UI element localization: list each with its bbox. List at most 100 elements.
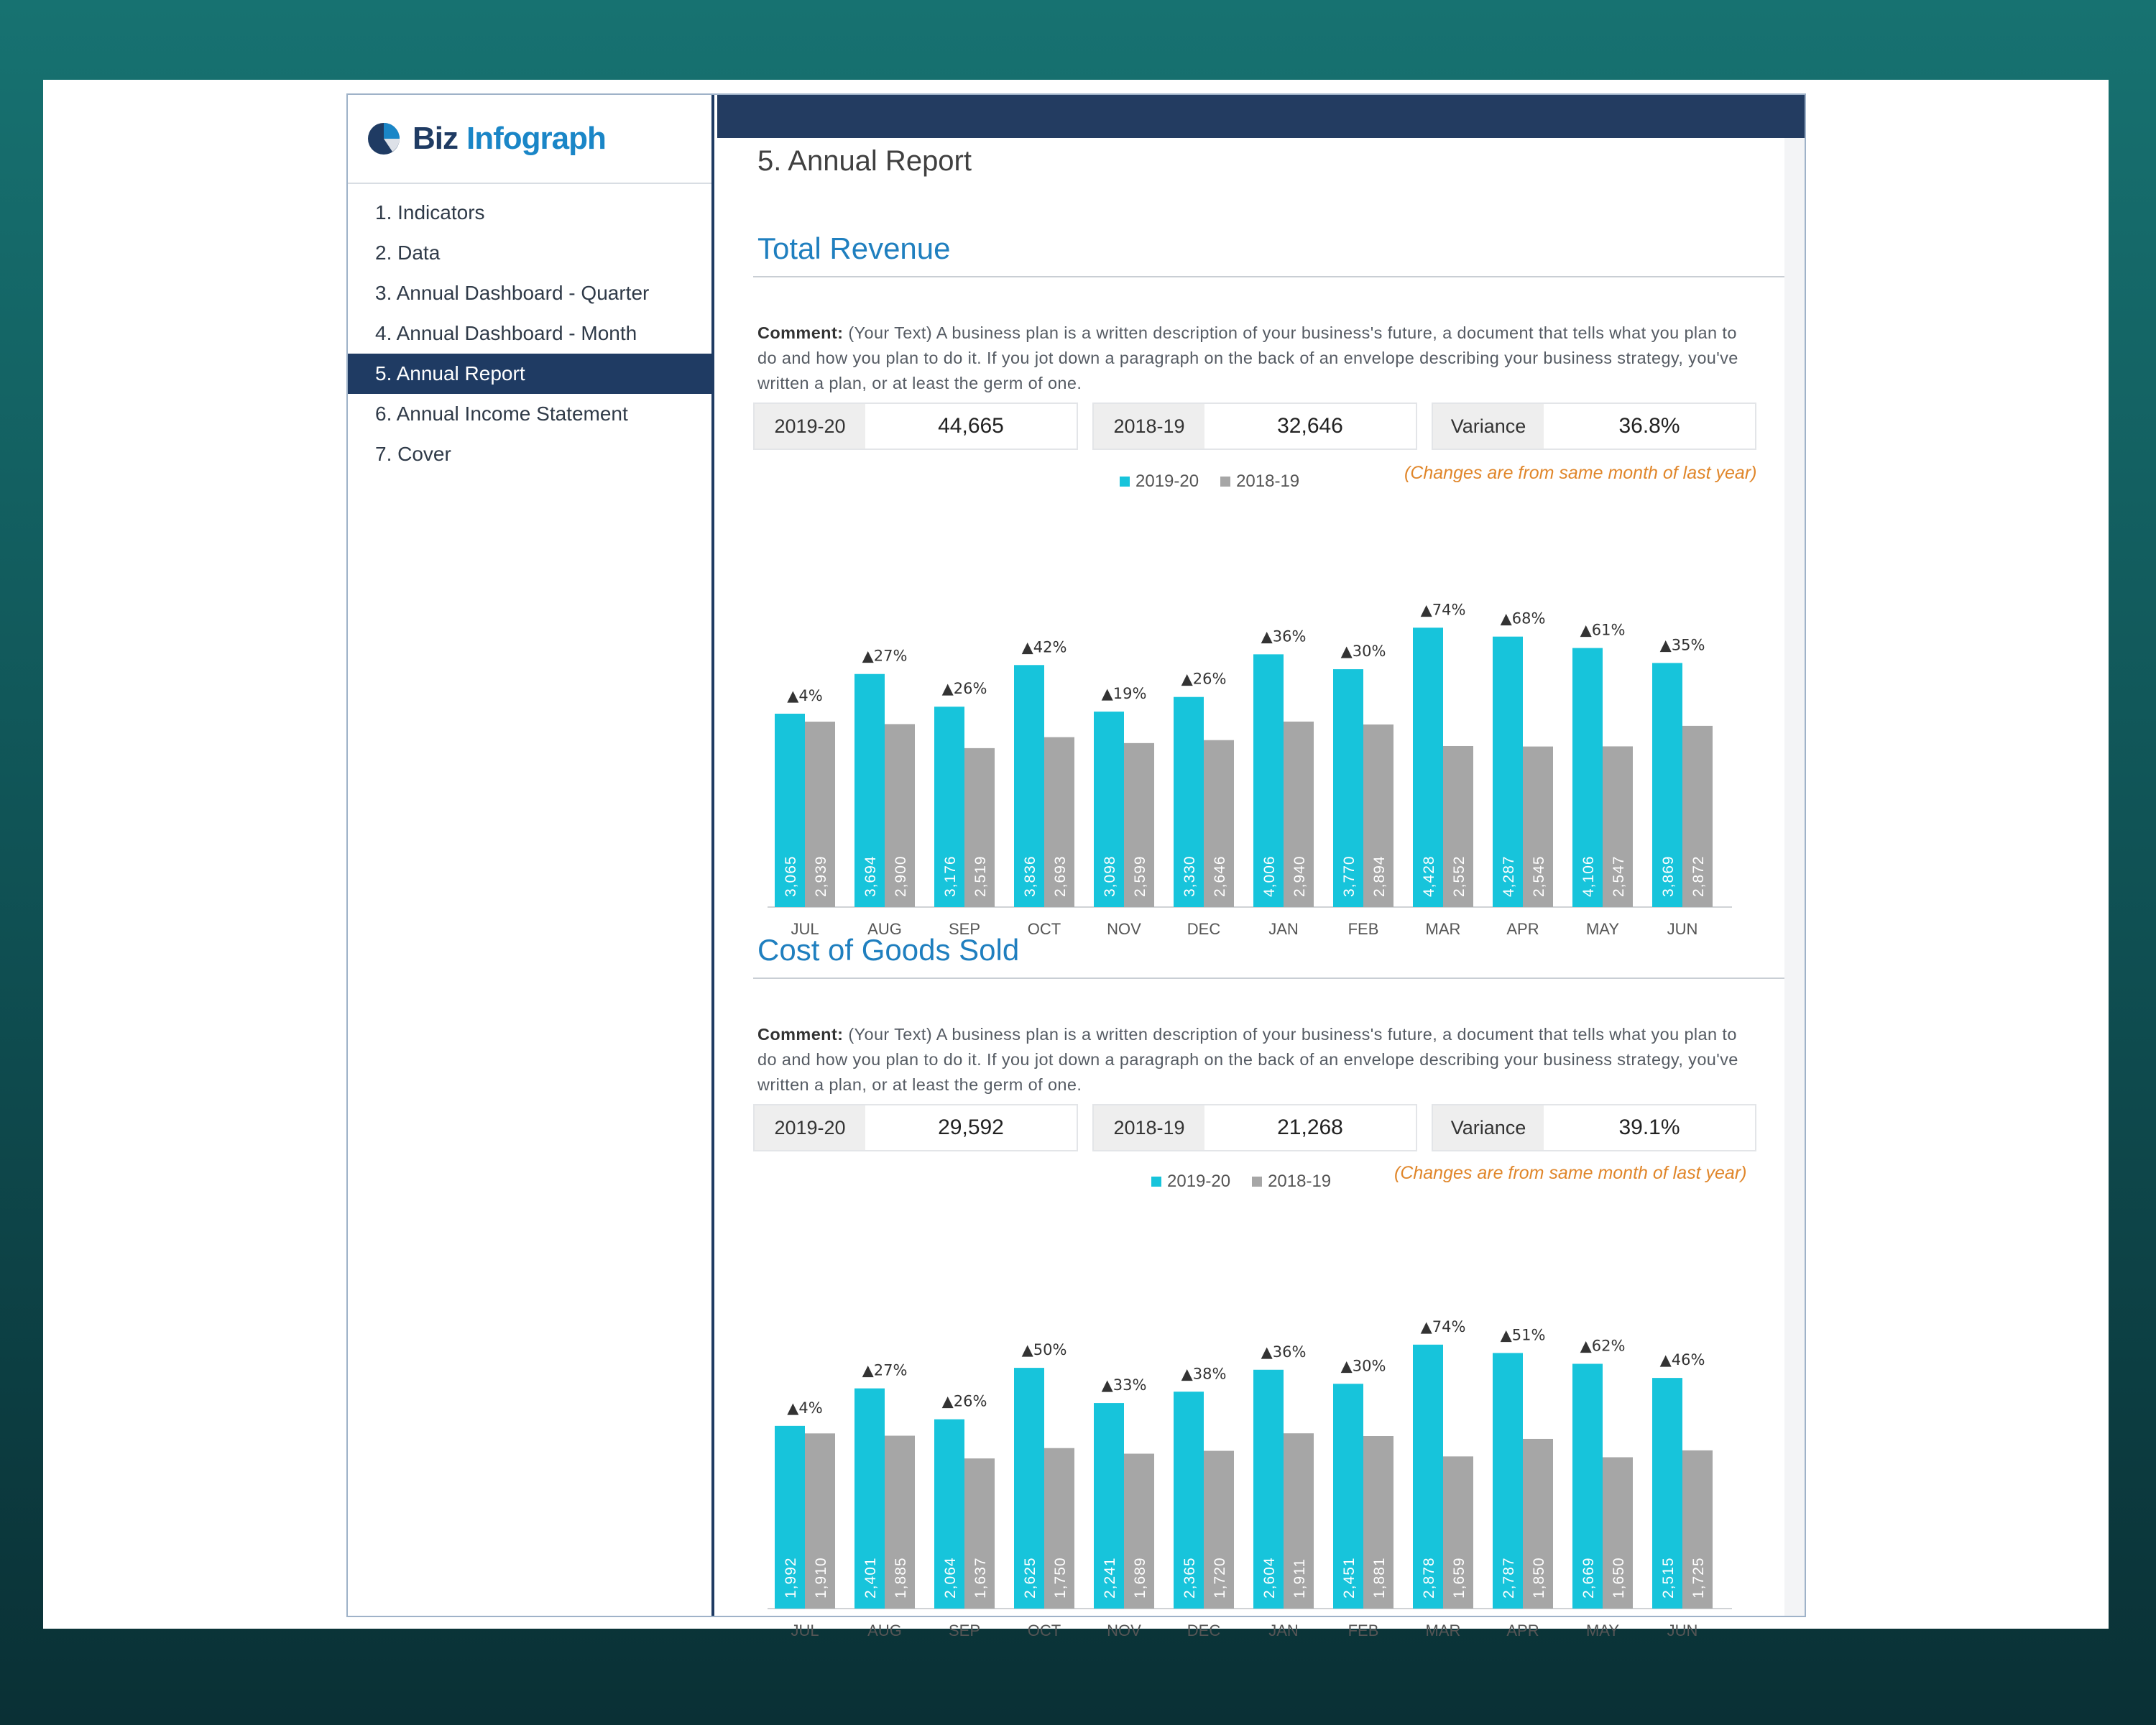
bar-previous-sep <box>964 1458 995 1609</box>
comment-body: (Your Text) A business plan is a written… <box>757 1025 1738 1094</box>
kpi-label: Variance <box>1433 404 1544 448</box>
data-label-previous: 2,693 <box>1052 855 1069 897</box>
data-label-previous: 1,689 <box>1132 1557 1148 1598</box>
data-label-current: 2,787 <box>1501 1557 1517 1598</box>
bar-current-oct <box>1014 665 1044 907</box>
bar-previous-oct <box>1044 1448 1074 1609</box>
bar-previous-jul <box>805 722 835 907</box>
logo-infograph: Infograph <box>466 121 607 156</box>
data-label-previous: 2,646 <box>1212 855 1228 897</box>
kpi-label: 2019-20 <box>755 1105 865 1150</box>
bar-previous-nov <box>1124 1453 1154 1609</box>
sidebar-item-annual-report[interactable]: 5. Annual Report <box>348 354 711 394</box>
sidebar-item-data[interactable]: 2. Data <box>375 242 441 264</box>
change-label: ▲62% <box>1580 1337 1626 1354</box>
chart-legend: 2019-20 2018-19 <box>1151 1172 1353 1192</box>
change-note: (Changes are from same month of last yea… <box>1394 1163 1747 1183</box>
category-label: APR <box>1506 920 1539 938</box>
sidebar-item-cover[interactable]: 7. Cover <box>375 443 451 465</box>
category-label: AUG <box>867 920 902 938</box>
data-label-current: 4,006 <box>1261 855 1278 897</box>
bar-current-nov <box>1094 712 1124 907</box>
bar-previous-aug <box>885 1435 915 1609</box>
data-label-previous: 1,881 <box>1371 1557 1388 1598</box>
data-label-previous: 1,720 <box>1212 1557 1228 1598</box>
bar-current-may <box>1572 648 1603 907</box>
bar-current-aug <box>854 673 885 907</box>
data-label-current: 4,428 <box>1421 855 1437 897</box>
data-label-previous: 2,872 <box>1690 855 1707 897</box>
data-label-current: 2,669 <box>1580 1557 1597 1598</box>
bar-current-jan <box>1253 1369 1284 1609</box>
sidebar-item-indicators[interactable]: 1. Indicators <box>375 201 485 224</box>
bar-previous-feb <box>1363 724 1393 907</box>
comment-text: Comment: (Your Text) A business plan is … <box>757 321 1749 396</box>
legend-label: 2018-19 <box>1236 472 1300 491</box>
section-divider <box>753 978 1784 979</box>
category-label: JAN <box>1268 1622 1299 1639</box>
section-divider <box>753 276 1784 277</box>
data-label-current: 2,625 <box>1022 1557 1038 1598</box>
kpi-variance: Variance 36.8% <box>1432 402 1756 450</box>
data-label-current: 3,694 <box>862 855 879 897</box>
change-label: ▲4% <box>787 687 822 704</box>
data-label-previous: 2,940 <box>1291 855 1308 897</box>
page-title: 5. Annual Report <box>757 145 972 177</box>
change-label: ▲50% <box>1022 1341 1067 1358</box>
data-label-previous: 1,637 <box>972 1557 989 1598</box>
bar-previous-oct <box>1044 737 1074 907</box>
legend-label: 2019-20 <box>1167 1172 1231 1191</box>
data-label-previous: 1,725 <box>1690 1557 1707 1598</box>
report-canvas: Biz Infograph 1. Indicators 2. Data 3. An… <box>43 80 2109 1639</box>
bar-previous-mar <box>1443 745 1473 907</box>
bar-current-mar <box>1413 627 1443 907</box>
data-label-previous: 1,910 <box>813 1557 829 1598</box>
change-label: ▲51% <box>1501 1326 1546 1343</box>
bar-current-apr <box>1493 1353 1523 1609</box>
bar-previous-sep <box>964 748 995 907</box>
change-label: ▲30% <box>1341 1357 1386 1374</box>
bar-previous-jan <box>1284 721 1314 907</box>
bar-previous-dec <box>1204 1450 1234 1609</box>
bar-previous-nov <box>1124 742 1154 907</box>
change-note: (Changes are from same month of last yea… <box>1404 463 1757 483</box>
bar-previous-jan <box>1284 1433 1314 1609</box>
data-label-current: 4,287 <box>1501 855 1517 897</box>
legend-label: 2019-20 <box>1135 472 1199 491</box>
comment-label: Comment: <box>757 1025 844 1044</box>
category-label: DEC <box>1187 1622 1221 1639</box>
sidebar-item-annual-income-statement[interactable]: 6. Annual Income Statement <box>375 402 628 425</box>
change-label: ▲74% <box>1421 1318 1466 1335</box>
sidebar-item-annual-dashboard-quarter[interactable]: 3. Annual Dashboard - Quarter <box>375 282 650 304</box>
main-content: 5. Annual Report Total Revenue Comment: … <box>717 95 1805 1639</box>
data-label-previous: 1,650 <box>1611 1557 1627 1598</box>
bar-current-may <box>1572 1363 1603 1609</box>
kpi-value: 36.8% <box>1618 414 1680 438</box>
category-label: MAY <box>1586 920 1619 938</box>
section-title: Total Revenue <box>757 231 951 265</box>
bar-current-oct <box>1014 1368 1044 1609</box>
bar-previous-jul <box>805 1433 835 1609</box>
bar-previous-may <box>1603 746 1633 907</box>
scrollbar-track[interactable] <box>1784 138 1805 1616</box>
kpi-value: 32,646 <box>1277 414 1343 438</box>
data-label-current: 2,515 <box>1660 1557 1677 1598</box>
sidebar-item-annual-dashboard-month[interactable]: 4. Annual Dashboard - Month <box>375 322 637 344</box>
change-label: ▲36% <box>1261 627 1307 645</box>
legend-swatch <box>1151 1177 1161 1187</box>
category-label: MAR <box>1426 920 1461 938</box>
change-label: ▲74% <box>1421 601 1466 618</box>
bar-current-nov <box>1094 1403 1124 1609</box>
legend-item-current: 2019-20 <box>1151 1172 1230 1192</box>
change-label: ▲27% <box>862 1362 908 1379</box>
data-label-previous: 2,547 <box>1611 855 1627 897</box>
change-label: ▲61% <box>1580 622 1626 639</box>
bar-previous-jun <box>1682 725 1713 907</box>
bar-previous-mar <box>1443 1456 1473 1609</box>
data-label-current: 2,604 <box>1261 1557 1278 1598</box>
data-label-previous: 2,519 <box>972 855 989 897</box>
data-label-current: 3,330 <box>1181 855 1198 897</box>
data-label-previous: 2,900 <box>893 855 909 897</box>
kpi-previous-year: 2018-19 21,268 <box>1092 1104 1417 1151</box>
legend-item-current: 2019-20 <box>1120 472 1199 492</box>
